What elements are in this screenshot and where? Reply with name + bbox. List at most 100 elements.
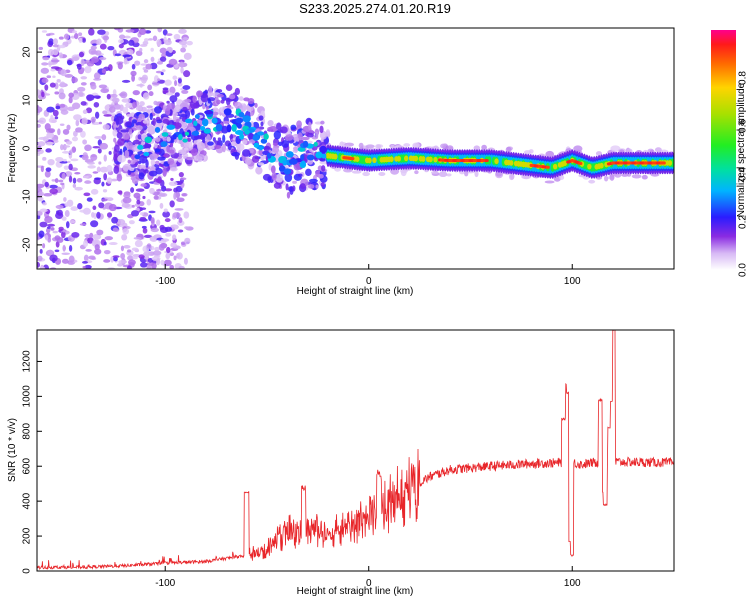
spectrogram-cell (271, 171, 277, 181)
spectrogram-cell (220, 99, 225, 104)
spectrogram-cell (60, 182, 65, 186)
spectrogram-x-ticks: -100 0 100 (155, 264, 581, 287)
snr-plot-area (37, 330, 674, 571)
spectrogram-cell (71, 146, 77, 153)
spectrogram-cell (190, 108, 195, 116)
spectrogram-cell (178, 40, 188, 46)
spectrogram-cell (283, 168, 292, 175)
spectrogram-cell (130, 70, 137, 77)
spectrogram-cell (62, 244, 66, 252)
spectrogram-cell (51, 137, 56, 141)
spectrogram-y-tick-label: -20 (22, 237, 33, 252)
spectrogram-cell (96, 38, 102, 45)
spectrogram-cell (91, 56, 99, 64)
spectrogram-cell (80, 58, 85, 67)
spectrogram-cell (59, 103, 66, 108)
spectrogram-cell (144, 136, 153, 144)
spectrogram-cell (117, 138, 125, 146)
spectrogram-cell (78, 32, 83, 37)
spectrogram-cell (235, 129, 244, 135)
spectrogram-cell (147, 84, 153, 91)
spectrogram-cell (183, 70, 191, 78)
spectrogram-cell (103, 241, 107, 246)
spectrogram-cell (121, 98, 131, 103)
spectrogram-cell (78, 51, 85, 58)
spectrogram-cell (59, 123, 65, 126)
spectrogram-cell (169, 95, 178, 103)
spectrogram-cell (202, 103, 206, 110)
colorbar-tick-label: 0.8 (738, 71, 749, 85)
spectrogram-cell (174, 80, 178, 87)
spectrogram-cell (94, 177, 102, 180)
spectrogram-cell (318, 173, 324, 179)
spectrogram-cell (123, 57, 128, 65)
spectrogram-cell (182, 193, 188, 197)
spectrogram-cell (102, 35, 110, 41)
spectrogram-cell (70, 35, 75, 39)
spectrogram-cell (297, 146, 306, 152)
spectrogram-cell (154, 126, 161, 133)
spectrogram-cell (108, 203, 117, 212)
spectrogram-cell (375, 144, 382, 149)
spectrogram-cell (127, 249, 132, 253)
spectrogram-cell (400, 169, 407, 177)
spectrogram-cell (183, 141, 190, 148)
spectrogram-cell (148, 170, 158, 177)
spectrogram-cell (90, 188, 99, 195)
spectrogram-cell (305, 168, 312, 177)
spectrogram-cell (92, 43, 97, 46)
spectrogram-y-ticks: -20 -10 0 10 20 (22, 46, 42, 252)
colorbar-tick-label: 0.4 (738, 167, 749, 181)
spectrogram-cell (180, 47, 186, 53)
spectrogram-cell (140, 262, 148, 268)
spectrogram-cell (135, 50, 143, 57)
spectrogram-cell (165, 232, 172, 237)
snr-y-tick-label: 200 (22, 527, 33, 544)
spectrogram-cell (132, 90, 140, 96)
spectrogram-cell (90, 153, 98, 161)
spectrogram-cell (292, 180, 297, 184)
snr-y-tick-label: 400 (22, 492, 33, 509)
spectrogram-cell (183, 257, 188, 265)
spectrogram-cell (80, 130, 86, 138)
spectrogram-cell (47, 249, 54, 256)
spectrogram-cell (158, 163, 165, 167)
spectrogram-cell (44, 234, 49, 241)
spectrogram-cell (134, 239, 143, 248)
spectrogram-cell (260, 121, 264, 127)
spectrogram-cell (139, 216, 147, 221)
spectrogram-cell (552, 163, 558, 170)
spectrogram-x-tick-label: 100 (564, 276, 581, 287)
spectrogram-cell (49, 254, 58, 262)
spectrogram-cell (88, 255, 96, 260)
spectrogram-cell (129, 160, 136, 165)
spectrogram-cell (117, 190, 123, 195)
colorbar: 0.0 0.2 0.4 0.6 0.8 Normalized spectral … (711, 30, 749, 277)
spectrogram-cell (279, 126, 288, 134)
spectrogram-cell (315, 184, 319, 189)
spectrogram-cell (631, 174, 642, 179)
spectrogram-cell (46, 226, 51, 229)
spectrogram-cell (64, 73, 74, 78)
spectrogram-cell (131, 74, 136, 82)
spectrogram-cell (139, 154, 148, 164)
spectrogram-cell (61, 151, 71, 154)
spectrogram-cell (142, 119, 150, 124)
spectrogram-cell (81, 38, 86, 43)
spectrogram-cell (242, 149, 251, 157)
spectrogram-cell (66, 59, 73, 66)
spectrogram-cell (76, 177, 83, 183)
spectrogram-cell (92, 171, 99, 174)
spectrogram-cell (487, 156, 492, 165)
spectrogram-cell (174, 92, 180, 97)
spectrogram-cell (165, 252, 171, 260)
spectrogram-cell (91, 212, 95, 218)
spectrogram-cell (42, 156, 47, 161)
spectrogram-cell (47, 236, 52, 243)
spectrogram-cell (193, 120, 198, 127)
spectrogram-cell (68, 255, 75, 263)
spectrogram-cell (212, 107, 219, 111)
spectrogram-cell (667, 160, 673, 166)
figure-title: S233.2025.274.01.20.R19 (299, 1, 451, 16)
spectrogram-cell (193, 135, 203, 140)
